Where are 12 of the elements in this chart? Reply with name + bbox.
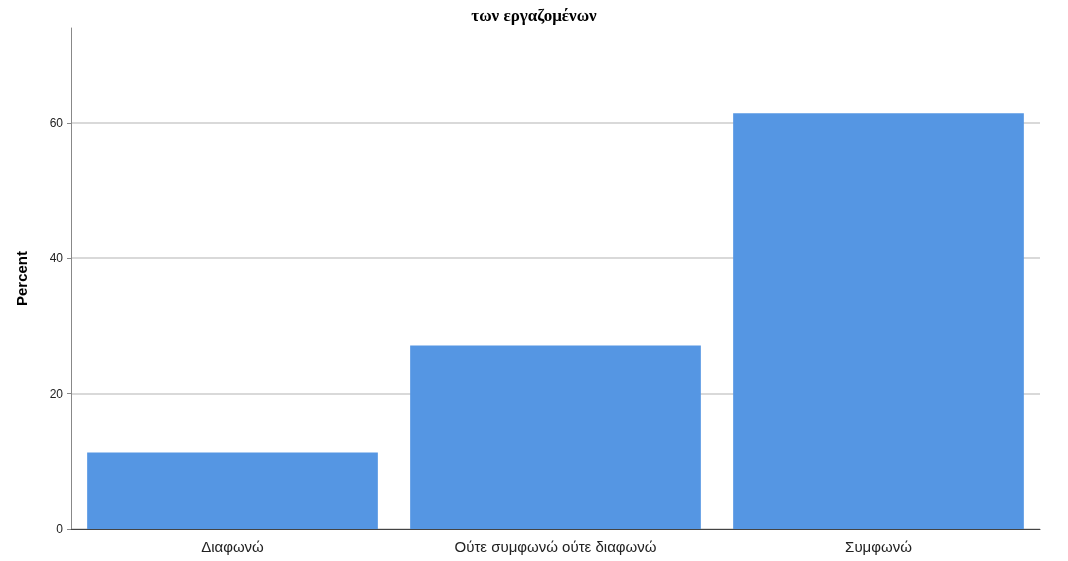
x-tick-label: Διαφωνώ bbox=[201, 538, 265, 555]
y-tick-label: 40 bbox=[49, 251, 64, 266]
chart-title: των εργαζομένων bbox=[471, 6, 598, 25]
bar bbox=[87, 452, 378, 529]
y-tick-label: 60 bbox=[49, 115, 64, 130]
y-axis-title: Percent bbox=[13, 250, 30, 307]
x-tick-label: Συμφωνώ bbox=[845, 538, 913, 555]
x-tick-label: Ούτε συμφωνώ ούτε διαφωνώ bbox=[454, 538, 657, 555]
y-tick-label: 0 bbox=[56, 522, 64, 536]
y-tick-label: 20 bbox=[49, 386, 64, 401]
bar bbox=[410, 345, 701, 529]
bar bbox=[733, 113, 1024, 529]
